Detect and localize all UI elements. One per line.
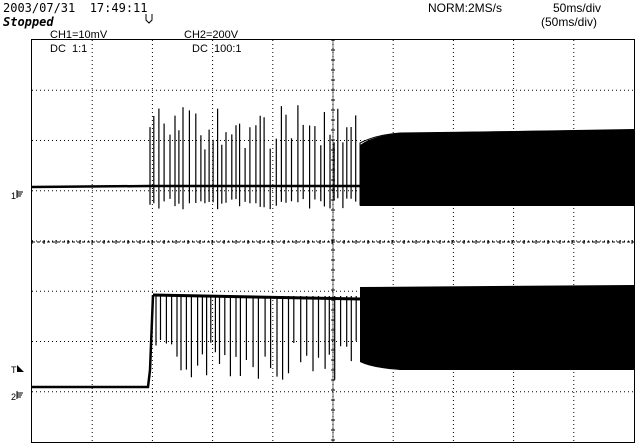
ch2-marker-label: 2: [11, 392, 17, 402]
traces: [31, 105, 635, 389]
ch1-dense-block: [360, 129, 634, 206]
zoom-time-per-division: (50ms/div): [541, 15, 598, 29]
ch2-dense-block: [360, 285, 634, 370]
ch2-step: [32, 294, 155, 389]
acquisition-status: Stopped: [3, 15, 54, 29]
ch1-baseline: [31, 184, 151, 189]
ch2-switching-burst: [155, 296, 357, 380]
trigger-position-icon: [145, 14, 153, 27]
ground-marker-icon: [16, 391, 24, 399]
ch1-coupling: DC 1:1: [50, 43, 88, 55]
ground-marker-icon: [16, 190, 24, 198]
ch1-scale: CH1=10mV: [50, 29, 108, 41]
trigger-level-arrow-icon: [16, 365, 24, 372]
trigger-level-marker: T: [11, 364, 25, 375]
time-per-division: 50ms/div: [553, 1, 602, 15]
ch2-scale: CH2=200V: [184, 29, 239, 41]
ch1-spike-burst: [149, 105, 357, 210]
ch1-marker-label: 1: [11, 191, 17, 201]
trigger-level-label: T: [11, 365, 17, 375]
ch1-ground-marker: 1: [11, 190, 24, 201]
ch2-coupling: DC 100:1: [192, 43, 242, 55]
timestamp: 2003/07/31 17:49:11: [3, 1, 148, 15]
acquisition-mode: NORM:2MS/s: [428, 1, 503, 15]
ch2-ground-marker: 2: [11, 391, 24, 402]
graticule: [31, 39, 634, 442]
